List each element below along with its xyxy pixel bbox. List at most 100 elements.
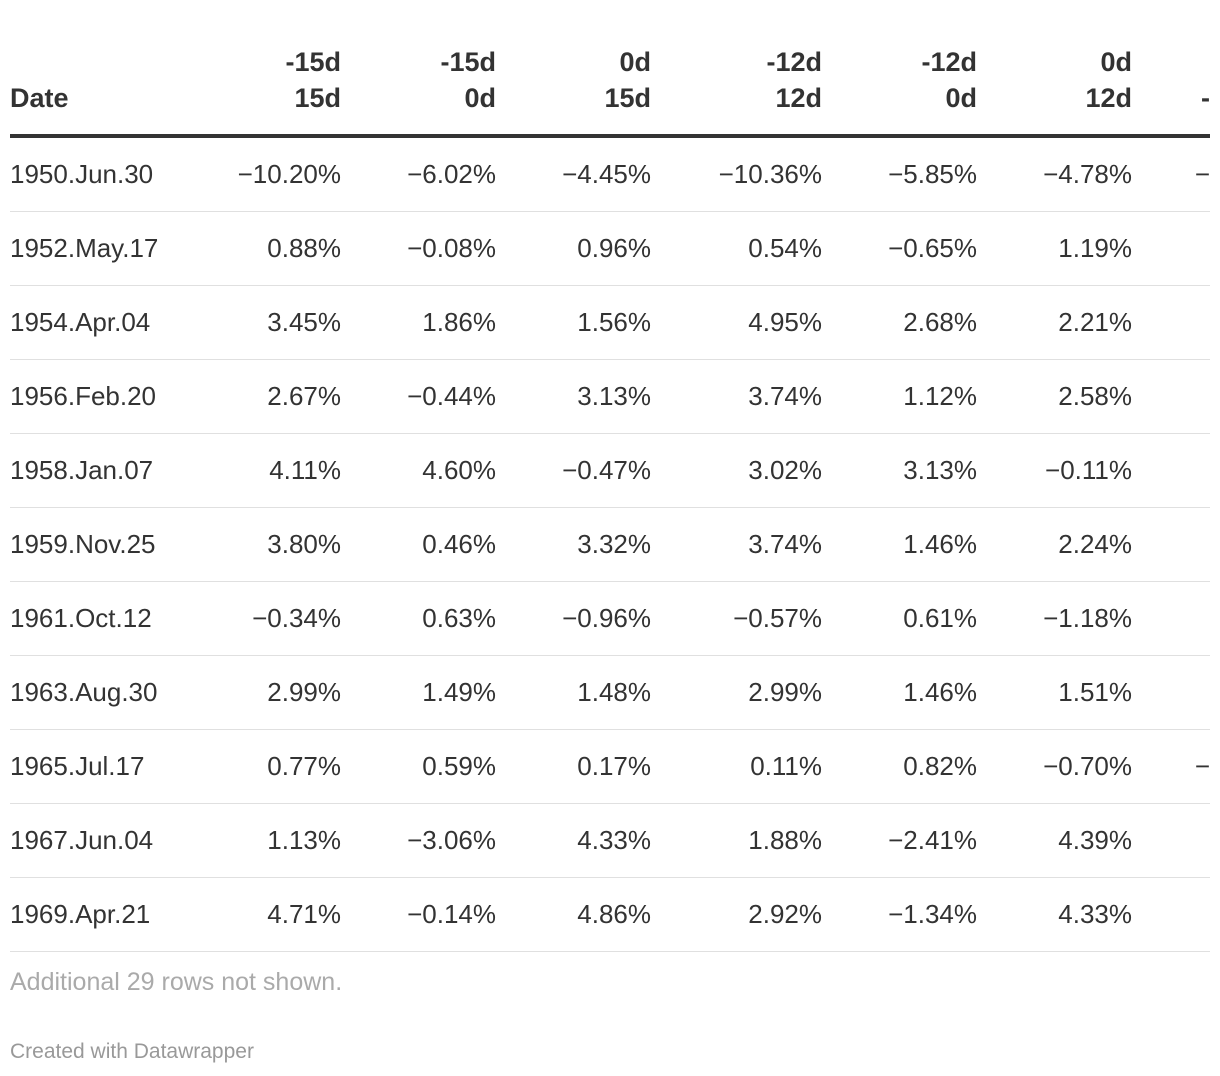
column-header-top-label: -15d xyxy=(440,47,496,77)
column-header-bottom-label: 15d xyxy=(604,83,651,113)
row-value-cell: 0.59% xyxy=(341,729,496,804)
column-header-bottom-label: 0d xyxy=(945,83,977,113)
row-value-cell: −0.47% xyxy=(496,433,651,508)
row-value-cell xyxy=(1132,655,1210,730)
column-header-bottom-label: 12d xyxy=(1085,83,1132,113)
row-date-cell: 1963.Aug.30 xyxy=(10,655,200,730)
column-header[interactable]: 0d 15d xyxy=(496,0,651,138)
row-value-cell: 3.32% xyxy=(496,507,651,582)
row-value-cell: −4.78% xyxy=(977,136,1132,212)
column-header[interactable]: 0d 12d xyxy=(977,0,1132,138)
column-header[interactable]: -12d 12d xyxy=(651,0,822,138)
row-value-cell: 1.46% xyxy=(822,655,977,730)
row-date-cell: 1965.Jul.17 xyxy=(10,729,200,804)
row-value-cell: 3.80% xyxy=(200,507,341,582)
row-date-cell: 1969.Apr.21 xyxy=(10,877,200,952)
row-value-cell: 0.82% xyxy=(822,729,977,804)
row-date-cell: 1961.Oct.12 xyxy=(10,581,200,656)
column-header-bottom-label: Date xyxy=(10,83,69,113)
table-row: 1958.Jan.07 4.11% 4.60% −0.47% 3.02% 3.13% −0.… xyxy=(10,433,1210,508)
row-value-cell: 4.33% xyxy=(496,803,651,878)
table-body: 1950.Jun.30 −10.20% −6.02% −4.45% −10.36% −5.… xyxy=(10,136,1210,952)
table-row: 1959.Nov.25 3.80% 0.46% 3.32% 3.74% 1.46% 2.24… xyxy=(10,507,1210,582)
table-row: 1950.Jun.30 −10.20% −6.02% −4.45% −10.36% −5.… xyxy=(10,136,1210,212)
row-date-cell: 1958.Jan.07 xyxy=(10,433,200,508)
row-value-cell: −0.57% xyxy=(651,581,822,656)
row-value-cell xyxy=(1132,581,1210,656)
table-row: 1969.Apr.21 4.71% −0.14% 4.86% 2.92% −1.34% 4.… xyxy=(10,877,1210,952)
row-value-cell: 1.48% xyxy=(496,655,651,730)
row-value-cell: 2.24% xyxy=(977,507,1132,582)
row-value-cell: 3.13% xyxy=(822,433,977,508)
row-value-cell: 1.46% xyxy=(822,507,977,582)
rows-not-shown-note: Additional 29 rows not shown. xyxy=(10,968,343,996)
row-value-cell: 0.11% xyxy=(651,729,822,804)
header-row: Date -15d 15d -15d 0d 0d 15d -12d 12d -12d 0d 0d 12d… xyxy=(10,0,1210,138)
data-table-container: Date -15d 15d -15d 0d 0d 15d -12d 12d -12d 0d 0d 12d… xyxy=(10,0,1210,952)
column-header[interactable]: - xyxy=(1132,0,1210,138)
row-value-cell: 4.71% xyxy=(200,877,341,952)
row-value-cell: 2.58% xyxy=(977,359,1132,434)
row-value-cell: 4.95% xyxy=(651,285,822,360)
row-date-cell: 1967.Jun.04 xyxy=(10,803,200,878)
row-value-cell: −1.18% xyxy=(977,581,1132,656)
row-value-cell xyxy=(1132,285,1210,360)
data-table: Date -15d 15d -15d 0d 0d 15d -12d 12d -12d 0d 0d 12d… xyxy=(10,0,1210,952)
row-value-cell: −5.85% xyxy=(822,136,977,212)
column-header-bottom-label: 12d xyxy=(775,83,822,113)
row-value-cell: 0.77% xyxy=(200,729,341,804)
row-value-cell: 4.60% xyxy=(341,433,496,508)
row-value-cell: 2.99% xyxy=(200,655,341,730)
column-header-top-label: -12d xyxy=(766,47,822,77)
row-date-cell: 1950.Jun.30 xyxy=(10,136,200,212)
row-value-cell xyxy=(1132,433,1210,508)
row-value-cell: 3.02% xyxy=(651,433,822,508)
row-value-cell: −4.45% xyxy=(496,136,651,212)
row-value-cell xyxy=(1132,359,1210,434)
column-header-top-label: 0d xyxy=(619,47,651,77)
row-value-cell: 2.92% xyxy=(651,877,822,952)
row-value-cell: −0.96% xyxy=(496,581,651,656)
row-value-cell: − xyxy=(1132,729,1210,804)
row-value-cell: −0.70% xyxy=(977,729,1132,804)
row-value-cell: −0.14% xyxy=(341,877,496,952)
row-value-cell: −2.41% xyxy=(822,803,977,878)
row-value-cell: 1.51% xyxy=(977,655,1132,730)
column-header-date[interactable]: Date xyxy=(10,0,200,138)
column-header-bottom-label: 0d xyxy=(464,83,496,113)
table-row: 1952.May.17 0.88% −0.08% 0.96% 0.54% −0.65% 1.… xyxy=(10,211,1210,286)
table-row: 1956.Feb.20 2.67% −0.44% 3.13% 3.74% 1.12% 2.5… xyxy=(10,359,1210,434)
column-header[interactable]: -15d 15d xyxy=(200,0,341,138)
row-date-cell: 1952.May.17 xyxy=(10,211,200,286)
row-value-cell: 1.19% xyxy=(977,211,1132,286)
row-value-cell: −3.06% xyxy=(341,803,496,878)
row-date-cell: 1959.Nov.25 xyxy=(10,507,200,582)
column-header[interactable]: -15d 0d xyxy=(341,0,496,138)
row-date-cell: 1956.Feb.20 xyxy=(10,359,200,434)
row-value-cell: 1.49% xyxy=(341,655,496,730)
column-header-top-label: 0d xyxy=(1100,47,1132,77)
column-header-bottom-label: - xyxy=(1201,83,1210,113)
table-row: 1954.Apr.04 3.45% 1.86% 1.56% 4.95% 2.68% 2.21… xyxy=(10,285,1210,360)
row-value-cell: 2.68% xyxy=(822,285,977,360)
row-value-cell: 4.39% xyxy=(977,803,1132,878)
row-value-cell: 1.86% xyxy=(341,285,496,360)
row-value-cell: −1.34% xyxy=(822,877,977,952)
row-value-cell: 3.13% xyxy=(496,359,651,434)
column-header-top-label: -12d xyxy=(921,47,977,77)
row-value-cell: 0.61% xyxy=(822,581,977,656)
row-value-cell: 0.54% xyxy=(651,211,822,286)
row-value-cell: 4.86% xyxy=(496,877,651,952)
row-value-cell xyxy=(1132,803,1210,878)
table-row: 1963.Aug.30 2.99% 1.49% 1.48% 2.99% 1.46% 1.51… xyxy=(10,655,1210,730)
column-header-bottom-label: 15d xyxy=(294,83,341,113)
row-value-cell: − xyxy=(1132,136,1210,212)
row-value-cell: 1.13% xyxy=(200,803,341,878)
row-value-cell: 0.88% xyxy=(200,211,341,286)
row-value-cell: 2.21% xyxy=(977,285,1132,360)
row-value-cell: −10.20% xyxy=(200,136,341,212)
row-value-cell: 2.99% xyxy=(651,655,822,730)
column-header[interactable]: -12d 0d xyxy=(822,0,977,138)
table-row: 1961.Oct.12 −0.34% 0.63% −0.96% −0.57% 0.61% −… xyxy=(10,581,1210,656)
row-value-cell: 0.63% xyxy=(341,581,496,656)
